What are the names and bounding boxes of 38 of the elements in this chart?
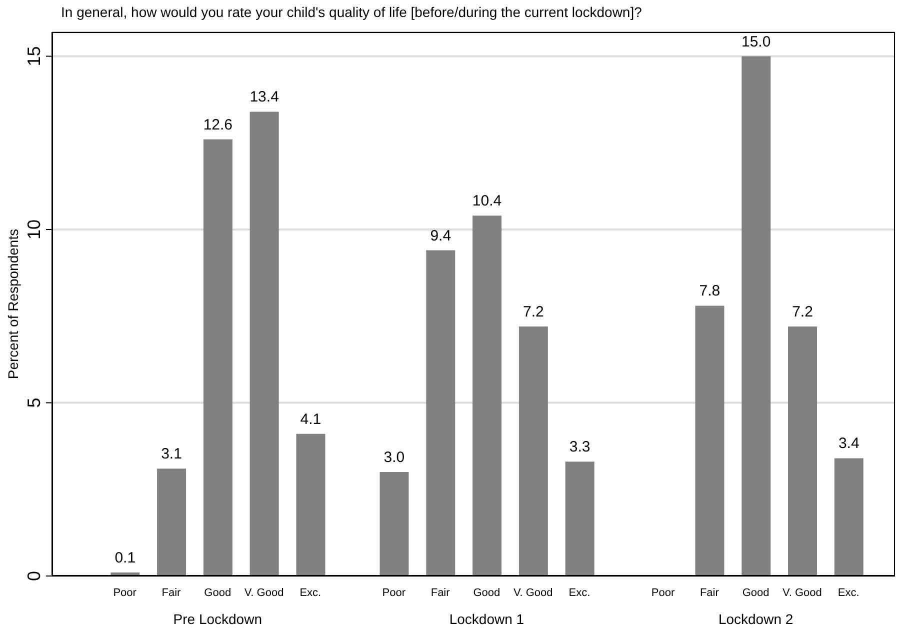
data-label: 3.4 xyxy=(838,435,860,452)
data-label: 4.1 xyxy=(300,410,322,428)
text: Pre Lockdown xyxy=(173,611,262,627)
y-tick-label: 15 xyxy=(24,46,44,66)
y-tick-label: 0 xyxy=(24,570,44,582)
data-label: 3.0 xyxy=(384,449,405,466)
x-tick-label: Fair xyxy=(162,587,182,599)
x-tick-label: Exc. xyxy=(568,587,590,599)
x-tick-label: Exc. xyxy=(838,587,860,599)
data-label: 12.6 xyxy=(203,116,233,134)
chart-title: In general, how would you rate your child's quality of life [before/during the current lockdown]? xyxy=(61,4,642,20)
data-label: 0.1 xyxy=(114,550,136,567)
x-tick-label: Poor xyxy=(113,587,137,599)
data-label: 15.0 xyxy=(742,33,771,50)
data-label: 10.4 xyxy=(472,192,502,210)
data-label: 7.8 xyxy=(699,282,720,300)
x-tick-label: Fair xyxy=(700,587,720,599)
x-tick-label: Good xyxy=(473,587,500,599)
x-tick-label: Good xyxy=(204,587,232,599)
data-label: 9.4 xyxy=(430,227,452,244)
y-tick-label: 5 xyxy=(24,398,44,408)
x-tick-label: Poor xyxy=(382,587,406,599)
y-axis-title: Percent of Respondents xyxy=(4,228,21,380)
x-tick-label: Good xyxy=(742,587,770,599)
data-label: 3.1 xyxy=(161,446,182,463)
data-label: 13.4 xyxy=(250,88,279,106)
data-label: 7.2 xyxy=(522,304,544,321)
data-label: 7.2 xyxy=(792,304,813,321)
x-tick-label: V. Good xyxy=(782,587,822,599)
x-tick-label: Exc. xyxy=(300,587,322,599)
x-tick-label: Poor xyxy=(651,587,675,599)
x-tick-label: V. Good xyxy=(244,587,284,599)
x-tick-label: V. Good xyxy=(513,587,553,599)
data-label: 3.3 xyxy=(569,438,590,456)
x-tick-label: Fair xyxy=(430,587,450,599)
text: Lockdown 2 xyxy=(718,611,794,627)
y-tick-label: 10 xyxy=(24,219,44,240)
text: Lockdown 1 xyxy=(449,611,524,627)
